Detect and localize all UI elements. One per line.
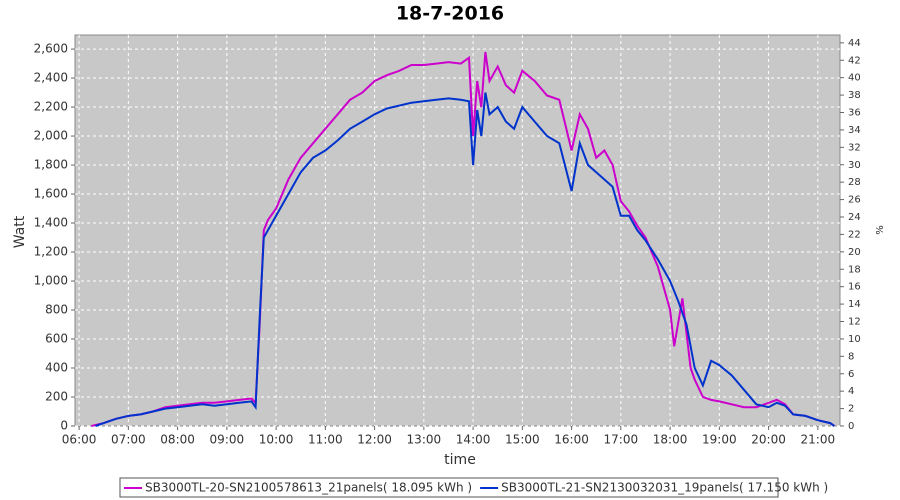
legend xyxy=(119,477,779,498)
legend-label: SB3000TL-20-SN2100578613_21panels( 18.09… xyxy=(145,481,472,495)
y-tick-label: 600 xyxy=(45,332,68,346)
y2-tick-label: 16 xyxy=(848,282,861,293)
y2-tick-label: 8 xyxy=(848,351,854,362)
x-tick-label: 08:00 xyxy=(160,433,195,447)
y2-tick-label: 24 xyxy=(848,212,861,223)
series-line xyxy=(95,92,835,427)
y-tick-label: 0 xyxy=(60,419,68,433)
x-tick-label: 12:00 xyxy=(357,433,392,447)
x-tick-label: 10:00 xyxy=(259,433,294,447)
y2-tick-label: 4 xyxy=(848,386,854,397)
y-tick-label: 1,000 xyxy=(34,274,68,288)
y2-tick-label: 6 xyxy=(848,369,854,380)
y2-tick-label: 32 xyxy=(848,142,861,153)
y2-tick-label: 42 xyxy=(848,55,861,66)
y-tick-label: 1,800 xyxy=(34,158,68,172)
x-tick-label: 14:00 xyxy=(456,433,491,447)
y-tick-label: 2,000 xyxy=(34,129,68,143)
y2-tick-label: 2 xyxy=(848,404,854,415)
y-tick-label: 2,600 xyxy=(34,42,68,56)
x-tick-label: 18:00 xyxy=(653,433,688,447)
y2-axis-label: % xyxy=(875,225,886,235)
y2-tick-label: 34 xyxy=(848,125,861,136)
y2-tick-label: 22 xyxy=(848,229,861,240)
chart-title: 18-7-2016 xyxy=(396,3,504,25)
x-axis-label: time xyxy=(444,452,476,468)
y-tick-label: 400 xyxy=(45,361,68,375)
x-tick-label: 11:00 xyxy=(308,433,343,447)
plot-area xyxy=(74,34,841,427)
y2-tick-label: 26 xyxy=(848,195,861,206)
y2-tick-label: 44 xyxy=(848,38,861,49)
x-tick-label: 19:00 xyxy=(702,433,737,447)
y2-tick-label: 10 xyxy=(848,334,861,345)
x-tick-label: 09:00 xyxy=(210,433,245,447)
x-tick-label: 21:00 xyxy=(801,433,836,447)
x-tick-label: 17:00 xyxy=(604,433,639,447)
series-line xyxy=(91,51,835,427)
y2-tick-label: 38 xyxy=(848,90,861,101)
y-tick-label: 800 xyxy=(45,303,68,317)
legend-label: SB3000TL-21-SN2130032031_19panels( 17.15… xyxy=(501,481,828,495)
y2-tick-label: 30 xyxy=(848,160,861,171)
y2-tick-label: 0 xyxy=(848,421,854,432)
y2-tick-label: 36 xyxy=(848,108,861,119)
y-axis-label: Watt xyxy=(12,215,28,248)
y2-tick-label: 28 xyxy=(848,177,861,188)
y-tick-label: 2,400 xyxy=(34,71,68,85)
y2-tick-label: 40 xyxy=(848,73,861,84)
y-tick-label: 1,600 xyxy=(34,187,68,201)
y2-tick-label: 18 xyxy=(848,264,861,275)
y2-tick-label: 14 xyxy=(848,299,861,310)
x-tick-label: 07:00 xyxy=(111,433,146,447)
y-tick-label: 1,200 xyxy=(34,245,68,259)
y-tick-label: 2,200 xyxy=(34,100,68,114)
y2-tick-label: 12 xyxy=(848,317,861,328)
x-tick-label: 15:00 xyxy=(505,433,540,447)
y2-tick-label: 20 xyxy=(848,247,861,258)
x-tick-label: 16:00 xyxy=(554,433,589,447)
y-tick-label: 200 xyxy=(45,390,68,404)
x-tick-label: 06:00 xyxy=(62,433,97,447)
y-tick-label: 1,400 xyxy=(34,216,68,230)
x-tick-label: 20:00 xyxy=(751,433,786,447)
x-tick-label: 13:00 xyxy=(407,433,442,447)
